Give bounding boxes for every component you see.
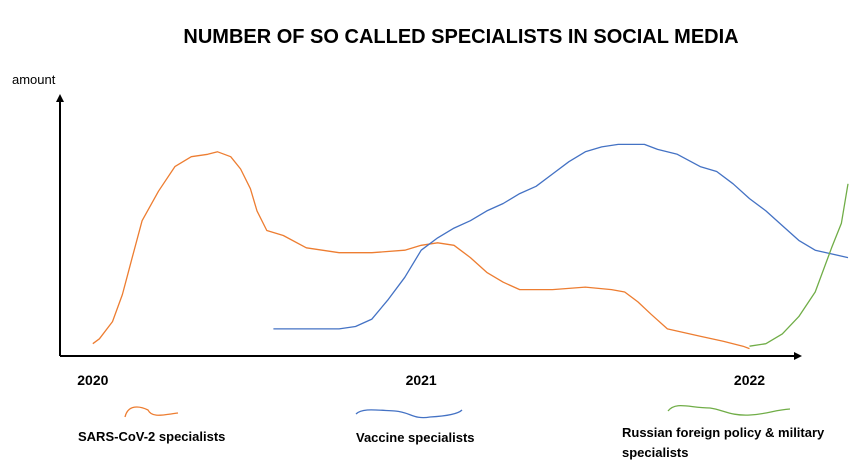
- series-layer: [92, 143, 849, 350]
- x-tick-label-2022: 2022: [734, 372, 765, 388]
- x-tick-label-2021: 2021: [406, 372, 437, 388]
- series-line-2: [273, 143, 849, 330]
- legend-swatch-3: [667, 405, 791, 416]
- y-axis-label: amount: [12, 72, 56, 87]
- legend-swatch-2: [355, 409, 463, 419]
- series-line-1: [92, 151, 750, 350]
- legend: SARS-CoV-2 specialists Vaccine specialist…: [78, 405, 825, 460]
- legend-label-3: Russian foreign policy & military special…: [622, 425, 825, 460]
- legend-label-1: SARS-CoV-2 specialists: [78, 429, 225, 444]
- series-line-3: [749, 183, 849, 347]
- legend-swatch-1: [124, 406, 179, 418]
- x-tick-label-2020: 2020: [77, 372, 108, 388]
- chart-title: NUMBER OF SO CALLED SPECIALISTS IN SOCIA…: [183, 26, 738, 48]
- legend-label-2: Vaccine specialists: [356, 430, 475, 445]
- x-tick-labels: 2020 2021 2022: [77, 372, 765, 388]
